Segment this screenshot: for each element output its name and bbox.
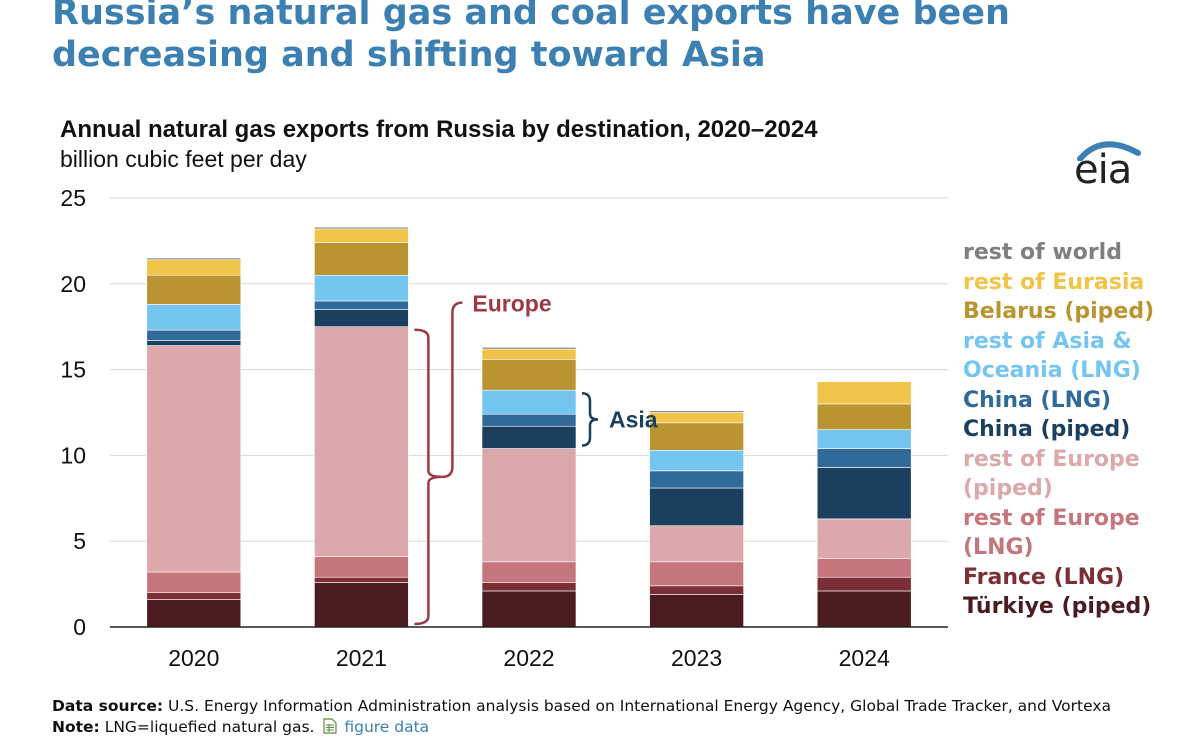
bar-2021-rest-of-asia-oceania-lng- <box>314 274 409 302</box>
legend-item: China (piped) <box>963 417 1131 442</box>
bar-2021-rest-of-europe-lng- <box>314 556 409 578</box>
source-text: U.S. Energy Information Administration a… <box>167 697 1112 715</box>
bar-2022-rest-of-world <box>481 346 577 350</box>
x-tick-label-2023: 2023 <box>671 645 722 671</box>
bar-2021-france-lng- <box>314 576 409 583</box>
bar-2022-rest-of-europe-piped- <box>481 448 577 563</box>
legend-item: rest of world <box>963 240 1122 265</box>
bar-2023-t-rkiye-piped- <box>649 594 744 628</box>
bar-2023-rest-of-world <box>649 410 744 413</box>
bar-2024-china-lng- <box>816 448 912 468</box>
y-tick-label-25: 25 <box>60 185 86 211</box>
bar-2023-rest-of-europe-lng- <box>649 561 744 587</box>
bar-2020-t-rkiye-piped- <box>146 599 242 628</box>
bar-2022-china-lng- <box>481 413 577 427</box>
x-tick-label-2020: 2020 <box>168 645 219 671</box>
bar-2023-china-lng- <box>649 470 744 489</box>
bar-2024-rest-of-europe-lng- <box>816 558 912 578</box>
note-label: Note: <box>52 718 100 736</box>
bar-2021-rest-of-eurasia <box>314 228 409 243</box>
legend-item: Belarus (piped) <box>963 299 1155 324</box>
legend-item: rest of Eurasia <box>963 269 1145 295</box>
bar-2024-china-piped- <box>816 467 912 520</box>
bar-2020-rest-of-asia-oceania-lng- <box>146 304 242 331</box>
chart-title: Annual natural gas exports from Russia b… <box>60 116 818 143</box>
bar-2021-belarus-piped- <box>314 242 409 276</box>
legend-item: rest of Asia & Oceania (LNG) <box>963 328 1141 384</box>
y-tick-label-5: 5 <box>73 528 86 554</box>
figure-data-link[interactable]: figure data <box>344 718 430 736</box>
bar-2020-belarus-piped- <box>146 274 242 305</box>
legend-item: Türkiye (piped) <box>963 594 1152 619</box>
annotation-asia: Asia <box>609 406 658 432</box>
bar-2022-rest-of-eurasia <box>481 348 577 360</box>
bar-2023-rest-of-eurasia <box>649 412 744 424</box>
eia-logo: eia <box>1068 135 1158 195</box>
bar-2020-rest-of-eurasia <box>146 259 242 276</box>
y-axis-unit-label: billion cubic feet per day <box>60 146 307 172</box>
bar-2023-china-piped- <box>649 487 744 527</box>
bar-2024-rest-of-eurasia <box>816 381 912 405</box>
bar-2021-rest-of-europe-piped- <box>314 326 409 557</box>
y-tick-label-20: 20 <box>60 271 86 297</box>
bar-2021-rest-of-world <box>314 226 409 230</box>
note-text: LNG=liquefied natural gas. <box>104 718 315 736</box>
x-tick-label-2024: 2024 <box>839 645 890 671</box>
footer-note: Note: LNG=liquefied natural gas. figure … <box>52 718 429 736</box>
footer-source: Data source: U.S. Energy Information Adm… <box>52 697 1111 715</box>
spreadsheet-icon <box>323 718 338 734</box>
x-tick-label-2022: 2022 <box>503 645 554 671</box>
legend-item: China (LNG) <box>963 387 1112 413</box>
y-tick-label-0: 0 <box>73 614 86 640</box>
bar-2024-rest-of-asia-oceania-lng- <box>816 429 912 449</box>
annotation-europe: Europe <box>472 291 551 317</box>
bar-2023-rest-of-asia-oceania-lng- <box>649 449 744 472</box>
bar-2020-rest-of-europe-lng- <box>146 571 242 593</box>
bar-2022-belarus-piped- <box>481 359 577 391</box>
bar-2024-rest-of-europe-piped- <box>816 518 912 559</box>
bar-2024-t-rkiye-piped- <box>816 590 912 628</box>
bar-2023-france-lng- <box>649 585 744 595</box>
y-tick-label-10: 10 <box>60 442 86 468</box>
legend-item: rest of Europe (piped) <box>963 446 1140 502</box>
bar-2023-belarus-piped- <box>649 422 744 451</box>
bracket-asia <box>581 391 599 447</box>
eia-logo-arc-icon <box>1077 141 1141 161</box>
bar-2020-china-lng- <box>146 329 242 341</box>
source-label: Data source: <box>52 697 164 715</box>
bar-2021-china-piped- <box>314 309 409 328</box>
bar-2021-china-lng- <box>314 300 409 310</box>
bracket-leader-europe <box>442 301 463 479</box>
bar-2022-t-rkiye-piped- <box>481 590 577 628</box>
bar-2020-china-piped- <box>146 340 242 346</box>
bar-2020-france-lng- <box>146 592 242 600</box>
bar-2022-china-piped- <box>481 425 577 449</box>
bar-2024-france-lng- <box>816 576 912 592</box>
y-tick-label-15: 15 <box>60 357 86 383</box>
bracket-europe <box>414 328 443 626</box>
eia-logo-text: eia <box>1074 147 1132 193</box>
legend-item: rest of Europe (LNG) <box>963 505 1140 561</box>
bar-2022-france-lng- <box>481 582 577 592</box>
bar-2024-belarus-piped- <box>816 403 912 430</box>
bar-2022-rest-of-asia-oceania-lng- <box>481 389 577 415</box>
x-tick-label-2021: 2021 <box>336 645 387 671</box>
headline: Russia’s natural gas and coal exports ha… <box>52 0 1010 75</box>
bar-2020-rest-of-europe-piped- <box>146 345 242 573</box>
legend: rest of world rest of Eurasia Belarus (pip… <box>963 238 1193 622</box>
bar-2022-rest-of-europe-lng- <box>481 561 577 583</box>
bar-2021-t-rkiye-piped- <box>314 582 409 628</box>
legend-item: France (LNG) <box>963 564 1125 590</box>
bar-2020-rest-of-world <box>146 257 242 261</box>
bar-2023-rest-of-europe-piped- <box>649 525 744 563</box>
